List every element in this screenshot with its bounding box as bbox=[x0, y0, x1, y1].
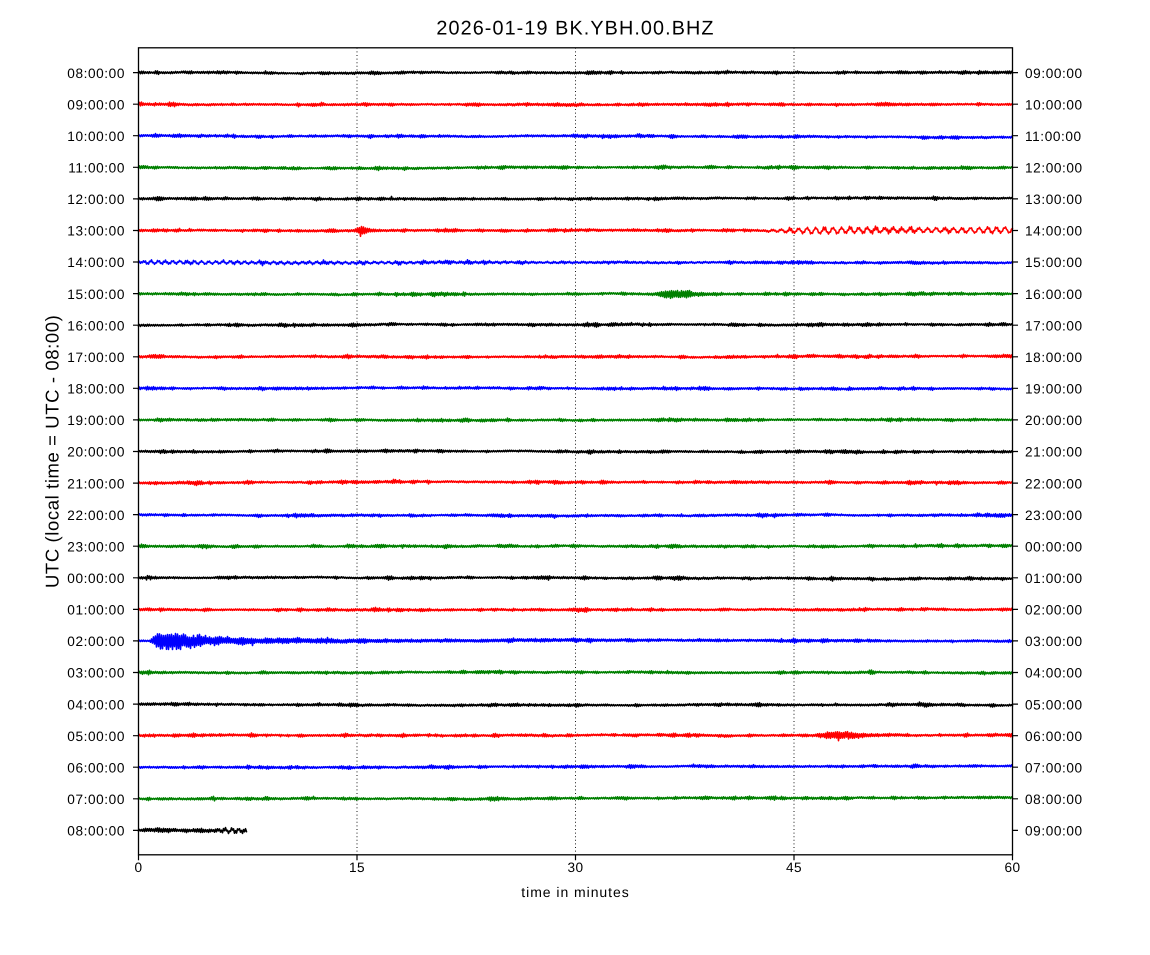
svg-text:04:00:00: 04:00:00 bbox=[1025, 666, 1083, 681]
svg-text:16:00:00: 16:00:00 bbox=[1025, 287, 1083, 302]
svg-text:09:00:00: 09:00:00 bbox=[1025, 824, 1083, 839]
svg-text:21:00:00: 21:00:00 bbox=[67, 476, 125, 491]
svg-text:19:00:00: 19:00:00 bbox=[1025, 382, 1083, 397]
svg-text:12:00:00: 12:00:00 bbox=[67, 192, 125, 207]
svg-text:15:00:00: 15:00:00 bbox=[67, 287, 125, 302]
svg-text:11:00:00: 11:00:00 bbox=[68, 161, 125, 176]
svg-text:20:00:00: 20:00:00 bbox=[1025, 413, 1083, 428]
svg-text:09:00:00: 09:00:00 bbox=[67, 97, 125, 112]
svg-text:01:00:00: 01:00:00 bbox=[1025, 571, 1083, 586]
svg-text:16:00:00: 16:00:00 bbox=[67, 318, 125, 333]
svg-text:15:00:00: 15:00:00 bbox=[1025, 255, 1083, 270]
svg-text:17:00:00: 17:00:00 bbox=[1025, 318, 1083, 333]
svg-text:03:00:00: 03:00:00 bbox=[1025, 634, 1083, 649]
svg-text:03:00:00: 03:00:00 bbox=[67, 666, 125, 681]
svg-text:21:00:00: 21:00:00 bbox=[1025, 445, 1083, 460]
svg-text:time in minutes: time in minutes bbox=[521, 884, 629, 900]
svg-text:05:00:00: 05:00:00 bbox=[1025, 697, 1083, 712]
svg-text:14:00:00: 14:00:00 bbox=[1025, 224, 1083, 239]
svg-text:23:00:00: 23:00:00 bbox=[67, 539, 125, 554]
svg-text:01:00:00: 01:00:00 bbox=[67, 603, 125, 618]
svg-text:17:00:00: 17:00:00 bbox=[67, 350, 125, 365]
svg-text:13:00:00: 13:00:00 bbox=[67, 224, 125, 239]
svg-text:08:00:00: 08:00:00 bbox=[67, 824, 125, 839]
svg-text:00:00:00: 00:00:00 bbox=[1025, 539, 1083, 554]
svg-text:07:00:00: 07:00:00 bbox=[1025, 760, 1083, 775]
svg-text:08:00:00: 08:00:00 bbox=[67, 66, 125, 81]
svg-text:12:00:00: 12:00:00 bbox=[1025, 161, 1083, 176]
svg-text:18:00:00: 18:00:00 bbox=[1025, 350, 1083, 365]
svg-text:10:00:00: 10:00:00 bbox=[1025, 97, 1083, 112]
svg-text:05:00:00: 05:00:00 bbox=[67, 729, 125, 744]
svg-text:09:00:00: 09:00:00 bbox=[1025, 66, 1083, 81]
svg-text:22:00:00: 22:00:00 bbox=[1025, 476, 1083, 491]
svg-text:60: 60 bbox=[1004, 860, 1020, 875]
svg-text:06:00:00: 06:00:00 bbox=[1025, 729, 1083, 744]
svg-text:02:00:00: 02:00:00 bbox=[67, 634, 125, 649]
svg-text:06:00:00: 06:00:00 bbox=[67, 760, 125, 775]
svg-text:10:00:00: 10:00:00 bbox=[67, 129, 125, 144]
svg-text:20:00:00: 20:00:00 bbox=[67, 445, 125, 460]
svg-text:00:00:00: 00:00:00 bbox=[67, 571, 125, 586]
svg-text:45: 45 bbox=[786, 860, 802, 875]
svg-text:23:00:00: 23:00:00 bbox=[1025, 508, 1083, 523]
svg-text:07:00:00: 07:00:00 bbox=[67, 792, 125, 807]
svg-text:08:00:00: 08:00:00 bbox=[1025, 792, 1083, 807]
svg-text:13:00:00: 13:00:00 bbox=[1025, 192, 1083, 207]
svg-text:18:00:00: 18:00:00 bbox=[67, 382, 125, 397]
svg-text:04:00:00: 04:00:00 bbox=[67, 697, 125, 712]
svg-text:02:00:00: 02:00:00 bbox=[1025, 603, 1083, 618]
svg-text:11:00:00: 11:00:00 bbox=[1025, 129, 1082, 144]
svg-text:2026-01-19 BK.YBH.00.BHZ: 2026-01-19 BK.YBH.00.BHZ bbox=[436, 18, 714, 40]
svg-text:0: 0 bbox=[134, 860, 142, 875]
svg-text:30: 30 bbox=[567, 860, 583, 875]
svg-text:22:00:00: 22:00:00 bbox=[67, 508, 125, 523]
svg-text:14:00:00: 14:00:00 bbox=[67, 255, 125, 270]
svg-text:15: 15 bbox=[349, 860, 365, 875]
svg-text:19:00:00: 19:00:00 bbox=[67, 413, 125, 428]
svg-text:UTC (local time = UTC - 08:00): UTC (local time = UTC - 08:00) bbox=[42, 315, 63, 588]
